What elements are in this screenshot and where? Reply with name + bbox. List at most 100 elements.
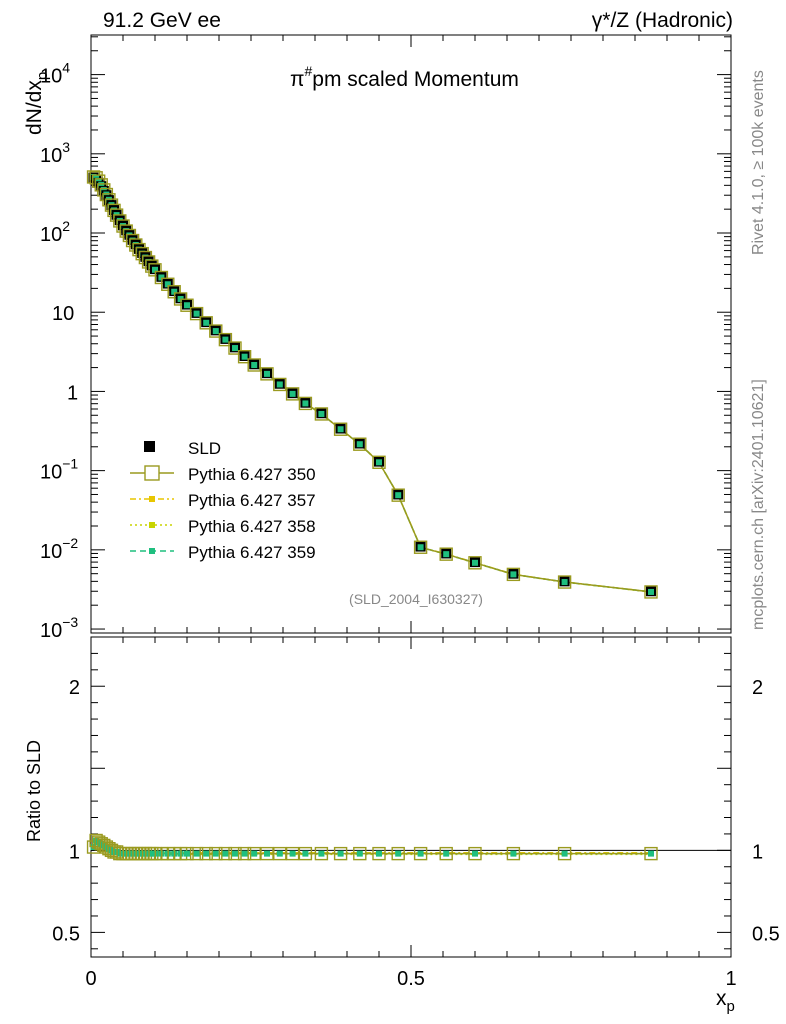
ratio-mc350-marker (353, 846, 367, 861)
mc359-marker (356, 441, 363, 448)
ratio-mc359-marker (648, 850, 654, 857)
ratio-mc359-marker (417, 850, 424, 857)
legend-marker-small (149, 496, 155, 502)
mc359-marker (184, 302, 190, 309)
y-tick-label-ratio-right: 1 (752, 841, 763, 863)
ratio-mc350-marker (333, 846, 348, 861)
ratio-mc350-marker (372, 846, 386, 861)
mc359-marker (318, 410, 325, 417)
ratio-mc359-marker (561, 850, 568, 857)
ratio-mc359-marker (148, 850, 155, 857)
ratio-mc350-marker (644, 846, 658, 861)
ratio-mc350-marker (557, 846, 572, 861)
mc359-marker (472, 559, 478, 566)
y-tick-label-ratio: 1 (69, 841, 80, 863)
ratio-mc350-marker (439, 846, 453, 861)
legend-marker-open (144, 465, 160, 481)
legend-marker-sld (144, 441, 155, 452)
ratio-mc350-marker (413, 846, 428, 861)
analysis-tag: (SLD_2004_I630327) (349, 591, 483, 607)
mc350-marker (314, 407, 329, 421)
mc359-marker (103, 191, 110, 198)
ratio-mc359-marker (289, 850, 296, 857)
mc350-marker (413, 540, 428, 554)
ratio-mc359-marker (376, 850, 382, 857)
x-tick-label: 0 (85, 968, 96, 990)
ratio-mc359-marker (193, 850, 200, 857)
chart-title: π#pm scaled Momentum (290, 63, 519, 91)
ratio-mc359-marker (302, 850, 309, 857)
ratio-mc350-marker (189, 846, 204, 861)
ratio-mc350-marker (209, 846, 223, 861)
ratio-mc350-marker (314, 846, 329, 861)
mc359-marker (241, 353, 248, 360)
y-tick-label-main: 103 (40, 139, 70, 167)
mc350-marker (247, 358, 261, 372)
mc359-marker (193, 310, 200, 317)
mc350-marker (333, 422, 348, 436)
mc350-marker (468, 556, 482, 570)
series-line-359 (93, 176, 652, 593)
mc359-marker (337, 426, 344, 433)
mc350-marker (273, 377, 287, 392)
ratio-mc350-marker (273, 846, 287, 861)
ratio-mc359-marker (212, 850, 219, 857)
mc359-marker (203, 319, 210, 326)
mc359-marker (417, 544, 424, 551)
mc359-marker (212, 328, 219, 335)
ratio-mc350-marker (247, 846, 261, 861)
y-tick-label-main: 10−1 (40, 456, 78, 484)
ratio-mc350-marker (260, 846, 274, 861)
ratio-mc359-marker (472, 850, 478, 857)
ratio-mc359-marker (184, 850, 190, 857)
ratio-plot-frame (90, 636, 732, 958)
mc359-marker (276, 381, 283, 388)
ratio-mc350-marker (218, 846, 233, 861)
header-left: 91.2 GeV ee (103, 9, 221, 32)
mc350-marker (237, 350, 252, 364)
ratio-mc359-marker (337, 850, 344, 857)
ratio-mc359-marker (264, 850, 270, 857)
mc359-marker (648, 588, 654, 595)
mc359-marker (152, 266, 158, 273)
x-axis-label: xp (716, 987, 735, 1015)
x-tick-label: 1 (725, 968, 736, 990)
ratio-mc350-marker (506, 846, 521, 861)
series-line-350 (93, 176, 652, 593)
mc359-marker (302, 400, 309, 407)
ratio-mc350-marker (180, 846, 194, 861)
x-tick-label: 0.5 (397, 968, 425, 990)
mc359-marker (222, 336, 229, 343)
mc350-marker (209, 324, 223, 338)
ratio-mc359-marker (356, 850, 363, 857)
mc350-marker (439, 547, 453, 561)
y-tick-label-main: 1 (67, 382, 78, 404)
mc359-marker (395, 492, 402, 499)
mc359-marker (376, 459, 382, 466)
series-line-358 (93, 176, 652, 593)
mc350-marker (189, 306, 204, 321)
mc359-marker (164, 281, 171, 288)
mc359-marker (264, 370, 270, 377)
legend-label: Pythia 6.427 359 (188, 543, 316, 562)
mc359-marker (100, 186, 107, 193)
ratio-mc350-marker (102, 841, 116, 856)
y-tick-label-ratio-right: 2 (752, 677, 763, 699)
ratio-mc359-marker (318, 850, 325, 857)
ratio-mc359-marker (443, 850, 450, 857)
legend-label: Pythia 6.427 350 (188, 465, 316, 484)
ratio-mc359-marker (276, 850, 283, 857)
rivet-label: Rivet 4.1.0, ≥ 100k events (750, 70, 767, 255)
y-tick-label-ratio: 2 (69, 677, 80, 699)
mc350-marker (260, 367, 274, 381)
mc350-marker (506, 567, 521, 582)
mcplots-label: mcplots.cern.ch [arXiv:2401.10621] (750, 379, 767, 630)
ratio-mc359-marker (203, 850, 210, 857)
mc359-marker (98, 181, 105, 188)
mc359-marker (443, 551, 450, 558)
mc350-marker (644, 585, 658, 599)
mc350-marker (372, 455, 386, 469)
legend-label: SLD (188, 439, 221, 458)
ratio-mc359-marker (232, 850, 238, 857)
